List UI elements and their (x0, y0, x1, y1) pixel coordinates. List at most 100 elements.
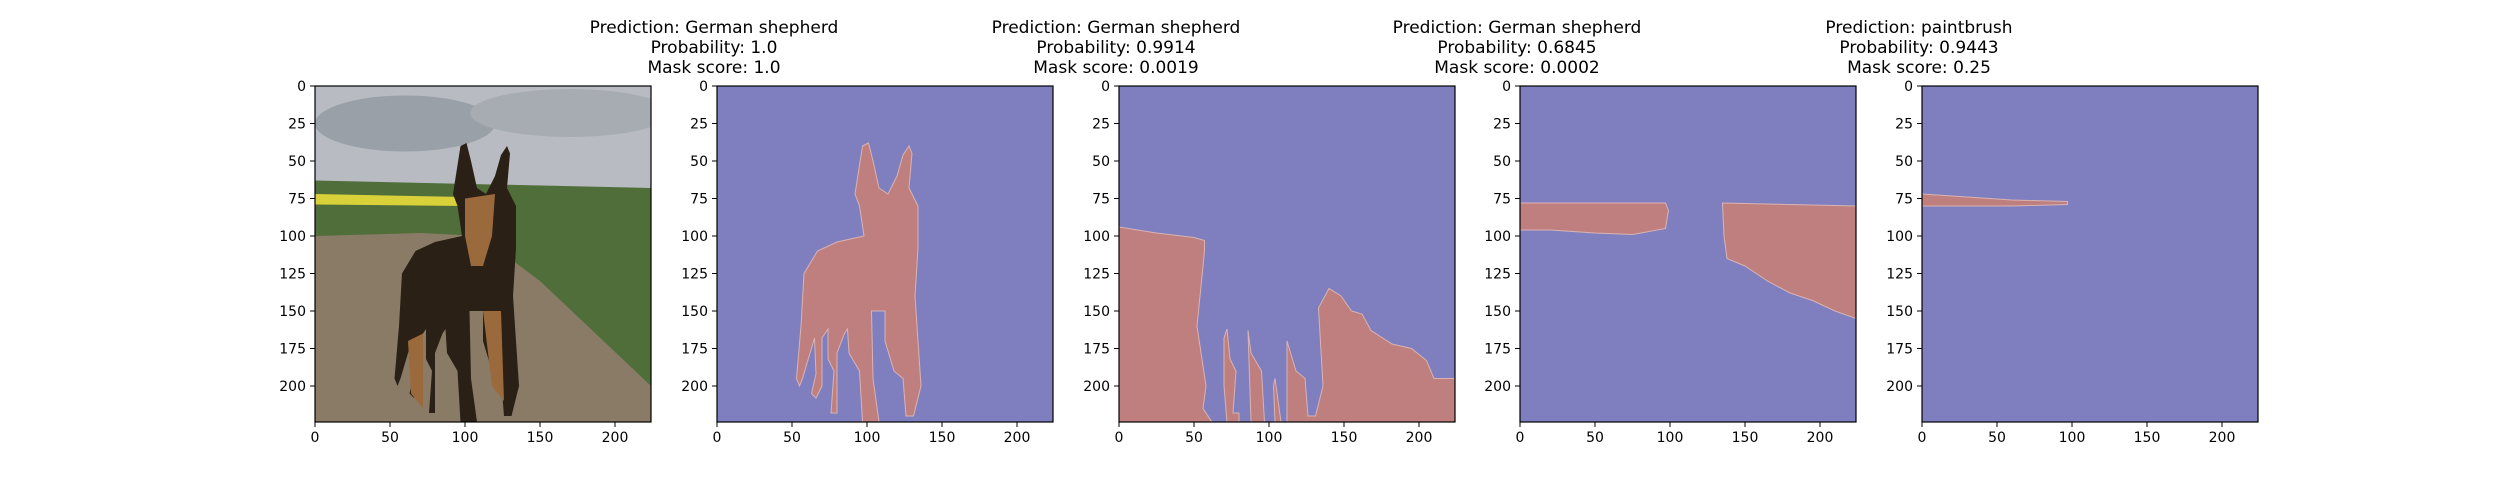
y-tick-label: 175 (1484, 342, 1511, 358)
y-tick-label: 25 (1895, 117, 1913, 133)
x-tick-label: 0 (713, 430, 722, 446)
panel-2-title-line-2: Probability: 1.0 (650, 38, 778, 58)
y-tick-label: 200 (681, 379, 708, 395)
y-tick-label: 75 (1493, 192, 1511, 208)
y-tick-label: 0 (1904, 79, 1913, 95)
panel-5-title: Prediction: paintbrush Probability: 0.94… (1709, 18, 2129, 78)
panel-5-title-line-3: Mask score: 0.25 (1847, 58, 1991, 78)
x-tick-label: 150 (1732, 430, 1759, 446)
x-tick-label: 150 (929, 430, 956, 446)
y-tick-label: 125 (1886, 267, 1913, 283)
x-tick-label: 0 (1918, 430, 1927, 446)
y-tick-label: 50 (1092, 154, 1110, 170)
y-tick-label: 75 (288, 192, 306, 208)
x-tick-label: 200 (602, 430, 629, 446)
y-tick-label: 50 (1493, 154, 1511, 170)
y-tick-label: 200 (1886, 379, 1913, 395)
x-tick-label: 100 (1256, 430, 1283, 446)
panel-3-title-line-1: Prediction: German shepherd (991, 18, 1241, 38)
x-tick-label: 100 (452, 430, 479, 446)
x-tick-label: 100 (854, 430, 881, 446)
photo-dog-chest (465, 194, 495, 266)
x-tick-label: 50 (381, 430, 399, 446)
y-tick-label: 100 (1083, 229, 1110, 245)
photo-cloud (315, 95, 495, 152)
mask-region (1223, 328, 1240, 422)
panel-frame (1921, 85, 2259, 423)
x-tick-label: 0 (311, 430, 320, 446)
panel-4-title: Prediction: German shepherd Probability:… (1307, 18, 1727, 78)
y-tick-label: 25 (288, 117, 306, 133)
panel-5-title-line-2: Probability: 0.9443 (1839, 38, 1999, 58)
y-tick-label: 50 (288, 154, 306, 170)
panel-4-title-line-3: Mask score: 0.0002 (1434, 58, 1600, 78)
y-tick-label: 50 (690, 154, 708, 170)
y-tick-label: 150 (1886, 304, 1913, 320)
panel-1-image (315, 86, 651, 422)
panel-5-title-line-1: Prediction: paintbrush (1825, 18, 2013, 38)
panel-4: 0 50 100 150 200 0 25 50 75 100 125 150 175 200 (1484, 79, 1857, 446)
y-tick-label: 125 (279, 267, 306, 283)
mask-region (1119, 226, 1213, 422)
panel-2-title-line-1: Prediction: German shepherd (589, 18, 839, 38)
photo-dog-leg (408, 333, 423, 409)
panel-5: 0 50 100 150 200 0 25 50 75 100 125 150 175 200 (1886, 79, 2259, 446)
mask-region (1286, 287, 1455, 422)
panel-frame (1118, 85, 1456, 423)
panel-2-title-line-3: Mask score: 1.0 (647, 58, 781, 78)
y-tick-label: 100 (681, 229, 708, 245)
mask-region (1247, 330, 1266, 422)
y-tick-label: 200 (1083, 379, 1110, 395)
photo-rapeseed (315, 194, 465, 206)
mask-region (1520, 202, 1670, 236)
y-tick-label: 175 (681, 342, 708, 358)
panel-frame (314, 85, 652, 423)
y-tick-label: 175 (279, 342, 306, 358)
y-tick-label: 125 (681, 267, 708, 283)
panel-3-image (1119, 86, 1455, 422)
photo-dog-leg (483, 311, 504, 401)
panel-4-title-line-2: Probability: 0.6845 (1437, 38, 1597, 58)
x-tick-label: 150 (1331, 430, 1358, 446)
y-tick-label: 150 (1484, 304, 1511, 320)
panel-frame (1519, 85, 1857, 423)
y-tick-label: 25 (690, 117, 708, 133)
mask-region (795, 142, 922, 422)
y-tick-label: 125 (1484, 267, 1511, 283)
y-tick-label: 100 (1484, 229, 1511, 245)
x-tick-label: 0 (1516, 430, 1525, 446)
x-tick-label: 150 (527, 430, 554, 446)
panel-3-title-line-3: Mask score: 0.0019 (1033, 58, 1199, 78)
y-tick-label: 75 (690, 192, 708, 208)
y-tick-label: 75 (1092, 192, 1110, 208)
panel-3: 0 50 100 150 200 0 25 50 75 100 125 150 175 200 (1083, 79, 1456, 446)
x-tick-label: 200 (1406, 430, 1433, 446)
y-tick-label: 0 (699, 79, 708, 95)
mask-background (1922, 86, 2258, 422)
mask-region (1272, 378, 1282, 422)
x-tick-label: 0 (1115, 430, 1124, 446)
x-tick-label: 150 (2134, 430, 2161, 446)
x-tick-label: 100 (2059, 430, 2086, 446)
x-tick-label: 200 (1807, 430, 1834, 446)
x-tick-label: 200 (2209, 430, 2236, 446)
y-tick-label: 125 (1083, 267, 1110, 283)
panel-1: 0 50 100 150 200 0 25 50 75 100 125 150 175 200 (279, 79, 652, 446)
y-tick-label: 150 (1083, 304, 1110, 320)
y-tick-label: 0 (297, 79, 306, 95)
panel-frame (716, 85, 1054, 423)
y-tick-label: 50 (1895, 154, 1913, 170)
y-tick-label: 175 (1083, 342, 1110, 358)
x-tick-label: 50 (1185, 430, 1203, 446)
x-tick-label: 50 (1988, 430, 2006, 446)
x-tick-label: 50 (1586, 430, 1604, 446)
y-tick-label: 150 (279, 304, 306, 320)
panel-5-image (1922, 86, 2258, 422)
y-tick-label: 75 (1895, 192, 1913, 208)
y-tick-label: 100 (279, 229, 306, 245)
y-tick-label: 200 (1484, 379, 1511, 395)
x-tick-label: 100 (1657, 430, 1684, 446)
x-tick-label: 50 (783, 430, 801, 446)
mask-region (1922, 193, 2068, 207)
